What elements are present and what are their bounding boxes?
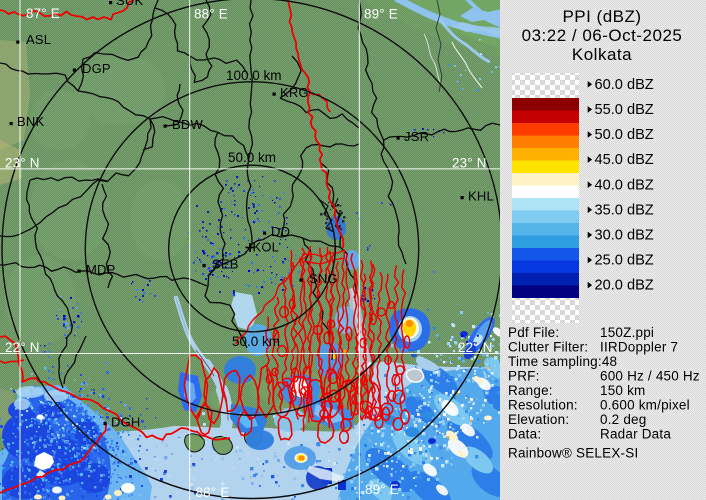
svg-text:23° N: 23° N [5, 156, 40, 171]
svg-text:45.0 dBZ: 45.0 dBZ [595, 152, 654, 168]
svg-text:Radar Data: Radar Data [600, 427, 671, 442]
svg-text:88° E: 88° E [196, 485, 230, 500]
svg-text:89° E: 89° E [364, 7, 398, 22]
svg-text:KHL: KHL [468, 189, 494, 204]
svg-text:100.0 km: 100.0 km [226, 68, 282, 83]
svg-text:88° E: 88° E [194, 7, 228, 22]
svg-text:KRG: KRG [280, 85, 309, 100]
svg-text:600 Hz / 450 Hz: 600 Hz / 450 Hz [600, 369, 700, 384]
svg-text:Elevation:: Elevation: [508, 412, 569, 427]
svg-text:22° N: 22° N [5, 340, 40, 355]
svg-text:Time sampling:48: Time sampling:48 [508, 354, 617, 369]
svg-text:50.0 km: 50.0 km [232, 334, 280, 349]
svg-text:BNK: BNK [17, 114, 44, 129]
svg-text:Clutter Filter:: Clutter Filter: [508, 340, 588, 355]
svg-text:DD: DD [271, 224, 290, 239]
svg-text:Resolution:: Resolution: [508, 398, 578, 413]
svg-text:MDP: MDP [86, 262, 116, 277]
svg-text:JSR: JSR [404, 129, 429, 144]
svg-text:50.0 km: 50.0 km [228, 150, 276, 165]
svg-text:Kolkata: Kolkata [572, 45, 632, 64]
svg-text:SNG: SNG [309, 271, 338, 286]
svg-text:Range:: Range: [508, 383, 553, 398]
svg-text:0.2 deg: 0.2 deg [600, 412, 646, 427]
svg-text:35.0 dBZ: 35.0 dBZ [595, 202, 654, 218]
svg-text:KOL: KOL [253, 240, 280, 255]
svg-text:50.0 dBZ: 50.0 dBZ [595, 127, 654, 143]
svg-text:22° N: 22° N [458, 340, 493, 355]
svg-text:30.0 dBZ: 30.0 dBZ [595, 228, 654, 244]
svg-text:DGP: DGP [82, 61, 111, 76]
svg-text:BDW: BDW [172, 117, 203, 132]
svg-text:25.0 dBZ: 25.0 dBZ [595, 253, 654, 269]
svg-text:0.600 km/pixel: 0.600 km/pixel [600, 398, 690, 413]
svg-text:23° N: 23° N [452, 156, 487, 171]
svg-text:SUK: SUK [116, 0, 143, 8]
svg-text:150Z.ppi: 150Z.ppi [600, 325, 654, 340]
svg-text:PPI (dBZ): PPI (dBZ) [562, 7, 641, 26]
svg-text:55.0 dBZ: 55.0 dBZ [595, 102, 654, 118]
svg-text:Data:: Data: [508, 427, 541, 442]
svg-text:ASL: ASL [26, 32, 51, 47]
svg-text:87° E: 87° E [26, 6, 60, 21]
svg-text:SEB: SEB [212, 257, 239, 272]
svg-text:IIRDoppler 7: IIRDoppler 7 [600, 340, 678, 355]
svg-text:03:22 / 06-Oct-2025: 03:22 / 06-Oct-2025 [522, 26, 683, 45]
svg-text:Pdf File:: Pdf File: [508, 325, 559, 340]
svg-text:150 km: 150 km [600, 383, 645, 398]
svg-text:60.0 dBZ: 60.0 dBZ [595, 77, 654, 93]
svg-text:89° E: 89° E [365, 482, 399, 497]
svg-text:20.0 dBZ: 20.0 dBZ [595, 278, 654, 294]
svg-text:DGH: DGH [111, 415, 141, 430]
svg-text:40.0 dBZ: 40.0 dBZ [595, 177, 654, 193]
svg-text:Rainbow® SELEX-SI: Rainbow® SELEX-SI [508, 446, 638, 461]
svg-text:PRF:: PRF: [508, 369, 540, 384]
